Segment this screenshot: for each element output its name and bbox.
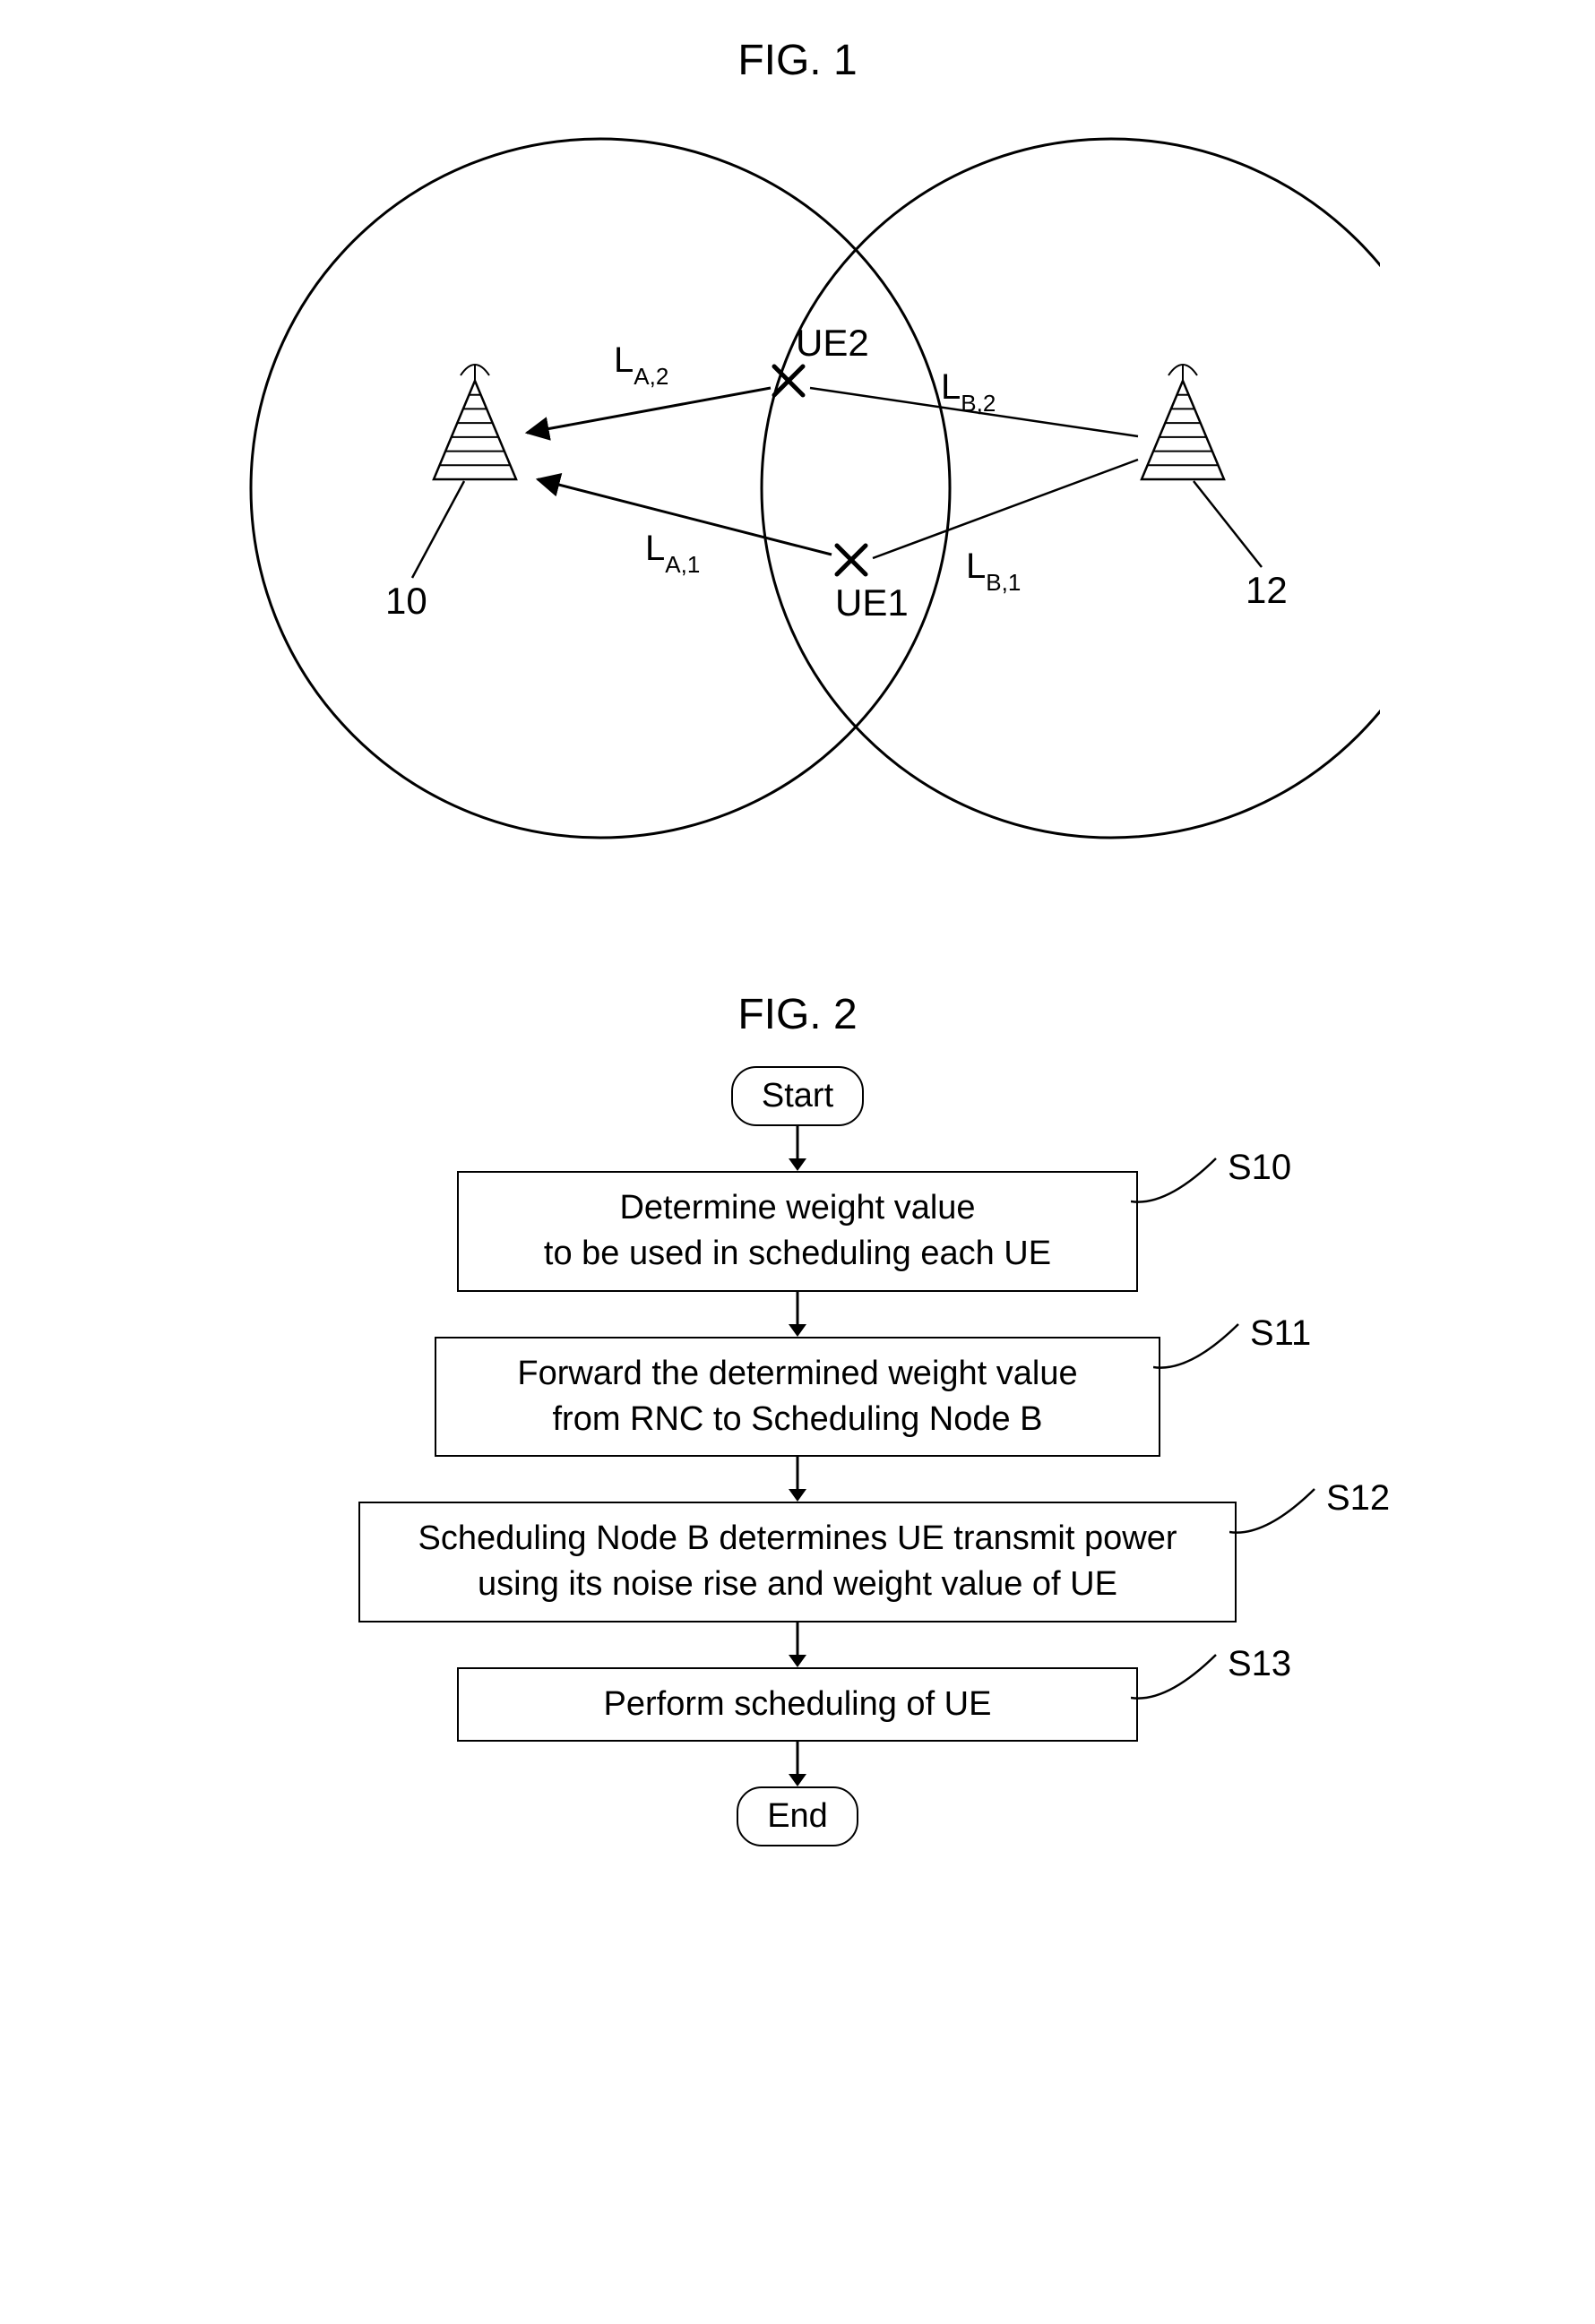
process-line: using its noise rise and weight value of… [378,1562,1217,1607]
arrow-down [305,1742,1290,1786]
fig2-title: FIG. 2 [0,990,1595,1039]
process-box-s11: Forward the determined weight valuefrom … [435,1337,1160,1458]
fig1-diagram: UE2UE1LA,2LA,1LB,2LB,11012 [215,112,1380,847]
svg-text:12: 12 [1246,569,1288,611]
svg-text:UE2: UE2 [796,322,869,364]
page: FIG. 1 UE2UE1LA,2LA,1LB,2LB,11012 FIG. 2… [0,36,1595,1846]
step-wrap: Scheduling Node B determines UE transmit… [305,1502,1290,1622]
process-box-s10: Determine weight valueto be used in sche… [457,1171,1138,1292]
fig1-container: UE2UE1LA,2LA,1LB,2LB,11012 [0,112,1595,918]
process-line: Perform scheduling of UE [477,1682,1118,1727]
end-terminal: End [737,1786,858,1846]
process-box-s12: Scheduling Node B determines UE transmit… [358,1502,1237,1622]
svg-text:LA,1: LA,1 [645,529,700,578]
step-leader [1153,1319,1261,1381]
process-line: to be used in scheduling each UE [477,1231,1118,1277]
step-wrap: Forward the determined weight valuefrom … [305,1337,1290,1458]
step-label-s13: S13 [1228,1644,1291,1684]
start-terminal: Start [731,1066,864,1126]
step-label-s12: S12 [1326,1478,1390,1519]
step-leader [1229,1484,1337,1546]
arrow-down [305,1292,1290,1337]
fig1-title: FIG. 1 [0,36,1595,85]
fig2-container: Start Determine weight valueto be used i… [0,1066,1595,1846]
svg-text:LA,2: LA,2 [614,340,668,390]
arrow-down [305,1457,1290,1502]
process-line: Determine weight value [477,1185,1118,1231]
flowchart: Start Determine weight valueto be used i… [305,1066,1290,1846]
svg-text:LB,1: LB,1 [966,547,1021,596]
step-label-s10: S10 [1228,1148,1291,1188]
process-line: Forward the determined weight value [454,1351,1141,1397]
step-wrap: Determine weight valueto be used in sche… [305,1171,1290,1292]
process-box-s13: Perform scheduling of UE [457,1667,1138,1742]
step-wrap: Perform scheduling of UES13 [305,1667,1290,1742]
step-label-s11: S11 [1250,1313,1311,1354]
step-leader [1131,1649,1238,1712]
svg-text:UE1: UE1 [835,581,909,624]
step-leader [1131,1153,1238,1216]
svg-text:10: 10 [385,580,427,622]
process-line: Scheduling Node B determines UE transmit… [378,1516,1217,1562]
process-line: from RNC to Scheduling Node B [454,1397,1141,1442]
